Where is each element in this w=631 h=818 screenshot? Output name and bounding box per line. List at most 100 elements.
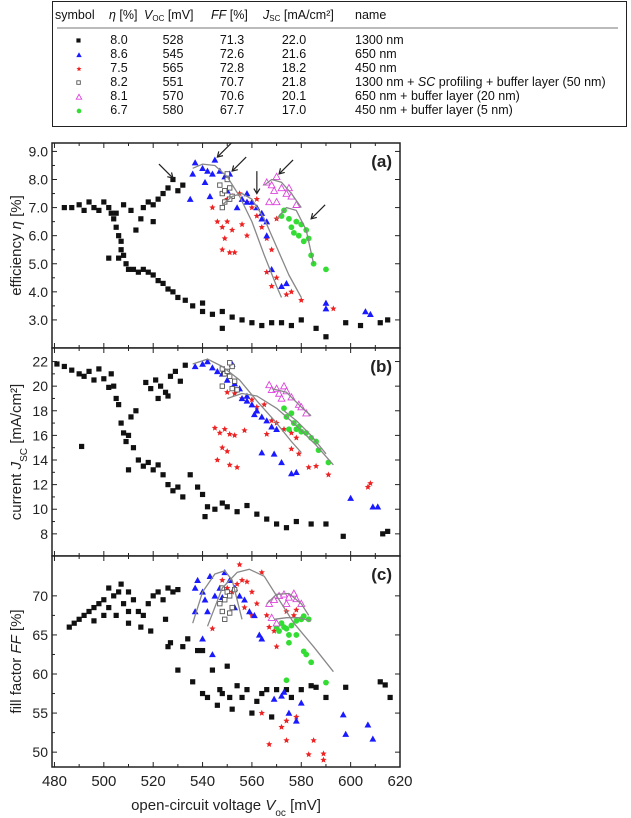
data-point-1300nm [288, 694, 295, 701]
data-point-1300nm [160, 190, 166, 197]
data-point-1300nm [323, 694, 329, 701]
data-point-1300nm [234, 683, 240, 689]
arrow-icon [253, 171, 261, 195]
data-point-1300nm [219, 308, 225, 315]
data-point-450nm [305, 464, 312, 471]
data-point-1300nm [298, 317, 304, 323]
data-point-1300nm [145, 601, 151, 607]
y-tick-label: 4.0 [29, 284, 49, 300]
data-point-1300nm [204, 504, 211, 510]
text-part: FF [8, 634, 25, 653]
data-point-1300nm [227, 694, 233, 701]
data-point-1300nm [182, 297, 188, 303]
legend-header-voc: VOC [mV] [144, 8, 194, 23]
data-point-450nm [295, 450, 302, 457]
data-point-1300nm_sc [222, 616, 228, 622]
y-tick-label: 65 [32, 627, 48, 643]
data-point-450nm [224, 584, 231, 591]
data-point-1300nm [239, 317, 245, 323]
data-point-1300nm [101, 597, 107, 603]
data-point-450nm [268, 246, 275, 253]
data-point-1300nm [130, 445, 137, 451]
data-point-450nm_buf [276, 628, 282, 634]
data-point-450nm [266, 741, 273, 748]
data-point-1300nm [162, 389, 169, 395]
data-point-450nm [229, 226, 236, 233]
legend-cell-voc: 565 [162, 61, 184, 75]
data-point-650nm [238, 195, 246, 202]
data-point-1300nm [283, 525, 290, 531]
data-point-1300nm [155, 589, 161, 595]
legend-header-symbol: symbol [55, 8, 95, 22]
data-point-650nm [211, 592, 219, 599]
data-point-1300nm_sc [219, 383, 225, 389]
data-point-650nm [199, 164, 206, 171]
data-point-450nm [261, 401, 268, 408]
legend-cell-ff: 71.3 [219, 33, 245, 47]
data-point-1300nm [269, 714, 275, 720]
y-tick-label: 5.0 [29, 256, 49, 272]
data-point-1300nm [224, 504, 230, 510]
y-tick-label: 50 [32, 744, 48, 760]
fit-curve [206, 568, 334, 673]
data-point-450nm [283, 717, 290, 724]
data-point-1300nm [283, 687, 290, 693]
text-part: [mV] [286, 797, 321, 814]
legend-cell-eta: 6.7 [110, 103, 128, 117]
panel-label: (b) [370, 357, 392, 376]
data-point-650nm [258, 215, 266, 222]
data-point-650nm [263, 232, 271, 239]
data-point-1300nm [140, 266, 146, 272]
data-point-450nm [258, 709, 265, 716]
text-part: η [109, 8, 116, 22]
data-point-1300nm [125, 608, 132, 615]
x-tick-label: 580 [289, 773, 314, 790]
text-part: [%] [8, 609, 25, 635]
data-point-650nm [248, 198, 256, 205]
data-point-450nm_buf [283, 677, 290, 684]
legend-cell-voc: 570 [162, 89, 184, 103]
panel-a: 3.0 4.0 5.0 6.0 7.0 8.0 9.0 efficiency η [%] (a) [8, 142, 401, 349]
data-point-650nm [199, 635, 206, 642]
data-point-1300nm [101, 612, 107, 618]
x-axis-label: open-circuit voltage Voc [mV] [131, 797, 321, 818]
data-point-450nm [298, 296, 305, 303]
y-tick-label: 10 [32, 501, 48, 517]
data-point-650nm [258, 413, 266, 420]
data-point-1300nm_sc [222, 597, 228, 603]
data-point-1300nm [153, 377, 159, 383]
y-tick-label: 3.0 [29, 312, 49, 328]
data-point-1300nm [138, 624, 144, 630]
data-point-450nm [226, 461, 233, 468]
data-point-1300nm [118, 247, 124, 253]
data-point-650nm_buf [269, 186, 279, 194]
data-point-1300nm [96, 366, 102, 372]
data-point-650nm_buf [267, 180, 276, 189]
data-point-650nm [258, 449, 266, 456]
data-point-1300nm [157, 383, 164, 389]
data-point-1300nm [148, 386, 154, 392]
data-point-1300nm_sc [227, 185, 233, 191]
data-point-650nm [364, 721, 372, 728]
fit-curve [271, 387, 312, 417]
data-point-650nm [199, 360, 206, 367]
data-point-450nm [219, 444, 226, 451]
data-point-1300nm_sc [219, 204, 225, 211]
legend-marker-filled-circle-icon [76, 108, 82, 114]
data-point-650nm [322, 305, 330, 312]
data-point-650nm [243, 392, 251, 399]
legend-cell-name: 450 nm [355, 61, 397, 75]
text-part: oc [275, 808, 286, 818]
data-point-450nm [268, 282, 275, 289]
data-point-1300nm_sc [227, 360, 233, 366]
data-point-650nm [258, 635, 266, 642]
data-point-1300nm [150, 593, 156, 599]
data-point-1300nm [249, 710, 255, 716]
data-point-450nm [214, 218, 221, 225]
data-point-1300nm [116, 233, 122, 239]
data-point-1300nm_sc [222, 188, 228, 194]
data-point-1300nm [264, 516, 270, 522]
data-point-1300nm [71, 620, 77, 626]
data-point-450nm [283, 291, 290, 298]
data-point-1300nm [155, 462, 161, 468]
